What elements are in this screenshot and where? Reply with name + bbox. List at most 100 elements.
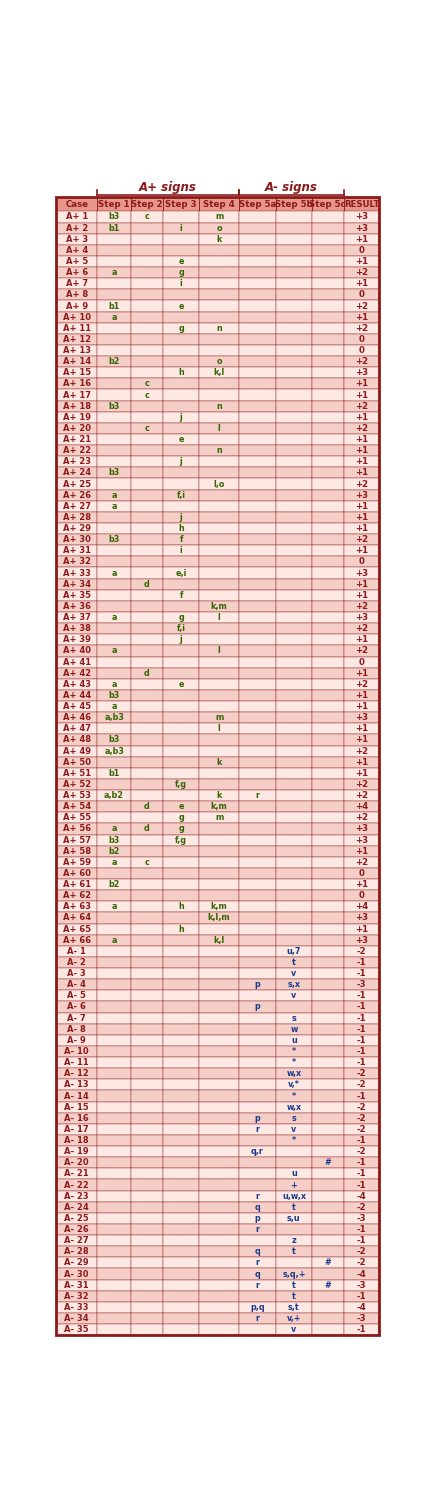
Bar xyxy=(239,768,276,780)
Bar xyxy=(199,667,239,679)
Bar xyxy=(163,924,199,934)
Bar xyxy=(343,401,380,412)
Text: l: l xyxy=(218,424,221,433)
Bar xyxy=(239,1057,276,1068)
Text: -1: -1 xyxy=(357,1002,366,1011)
Bar xyxy=(343,568,380,578)
Bar xyxy=(56,345,97,356)
Bar xyxy=(343,1269,380,1280)
Bar xyxy=(239,1280,276,1290)
Bar xyxy=(131,345,163,356)
Bar xyxy=(131,445,163,457)
Text: w,x: w,x xyxy=(286,1102,301,1111)
Bar xyxy=(312,1123,343,1136)
Bar xyxy=(343,790,380,801)
Bar xyxy=(343,1045,380,1057)
Bar xyxy=(199,734,239,745)
Bar xyxy=(56,724,97,734)
Bar xyxy=(343,768,380,780)
Bar xyxy=(163,969,199,979)
Text: A+ 2: A+ 2 xyxy=(65,224,88,233)
Bar xyxy=(343,780,380,790)
Bar xyxy=(56,801,97,813)
Text: a: a xyxy=(111,680,117,689)
Bar xyxy=(343,801,380,813)
Bar xyxy=(56,689,97,701)
Text: t: t xyxy=(292,1281,296,1290)
Bar xyxy=(239,1179,276,1191)
Bar xyxy=(199,1247,239,1257)
Text: r: r xyxy=(255,1125,259,1134)
Bar xyxy=(343,912,380,924)
Bar xyxy=(131,356,163,366)
Text: -1: -1 xyxy=(357,1325,366,1334)
Text: i: i xyxy=(180,224,182,233)
Bar xyxy=(163,323,199,333)
Bar xyxy=(276,267,312,278)
Text: +1: +1 xyxy=(355,502,368,511)
Bar xyxy=(343,1024,380,1035)
Bar xyxy=(56,535,97,545)
Bar xyxy=(343,467,380,479)
Bar xyxy=(163,1302,199,1313)
Text: c: c xyxy=(144,858,149,867)
Bar xyxy=(97,1179,131,1191)
Text: A+ 15: A+ 15 xyxy=(62,368,91,377)
Bar xyxy=(312,1191,343,1202)
Text: -1: -1 xyxy=(357,991,366,1000)
Bar xyxy=(163,1179,199,1191)
Text: -1: -1 xyxy=(357,1014,366,1023)
Bar xyxy=(312,1101,343,1113)
Bar xyxy=(131,1035,163,1045)
Bar xyxy=(239,1024,276,1035)
Bar xyxy=(239,1068,276,1080)
Bar xyxy=(97,467,131,479)
Bar xyxy=(56,757,97,768)
Bar xyxy=(56,212,97,222)
Bar xyxy=(199,490,239,500)
Text: r: r xyxy=(255,1259,259,1268)
Bar xyxy=(56,734,97,745)
Bar xyxy=(276,197,312,212)
Bar xyxy=(276,1247,312,1257)
Bar xyxy=(312,379,343,389)
Text: +2: +2 xyxy=(355,858,368,867)
Text: A- 21: A- 21 xyxy=(64,1170,89,1179)
Text: b3: b3 xyxy=(108,736,120,745)
Bar xyxy=(97,578,131,590)
Bar xyxy=(131,734,163,745)
Text: b3: b3 xyxy=(108,469,120,478)
Bar xyxy=(163,590,199,601)
Bar xyxy=(199,333,239,345)
Bar xyxy=(276,545,312,556)
Bar xyxy=(97,545,131,556)
Bar xyxy=(343,667,380,679)
Text: j: j xyxy=(180,635,182,644)
Bar xyxy=(239,590,276,601)
Bar xyxy=(312,345,343,356)
Bar xyxy=(56,1302,97,1313)
Bar xyxy=(276,1290,312,1302)
Bar xyxy=(312,434,343,445)
Bar xyxy=(239,366,276,379)
Text: b1: b1 xyxy=(108,769,120,778)
Bar xyxy=(239,957,276,969)
Bar xyxy=(276,1045,312,1057)
Text: A- 13: A- 13 xyxy=(65,1080,89,1089)
Bar xyxy=(56,1179,97,1191)
Bar xyxy=(56,1224,97,1235)
Text: A+ 55: A+ 55 xyxy=(62,814,91,822)
Bar xyxy=(312,1113,343,1123)
Bar xyxy=(312,912,343,924)
Bar xyxy=(56,556,97,568)
Bar xyxy=(163,379,199,389)
Bar xyxy=(163,1325,199,1335)
Bar xyxy=(199,813,239,823)
Text: c: c xyxy=(144,391,149,400)
Text: Step 3: Step 3 xyxy=(165,200,197,209)
Bar xyxy=(239,523,276,535)
Bar xyxy=(239,389,276,401)
Bar xyxy=(199,990,239,1002)
Bar xyxy=(239,290,276,300)
Bar xyxy=(131,1113,163,1123)
